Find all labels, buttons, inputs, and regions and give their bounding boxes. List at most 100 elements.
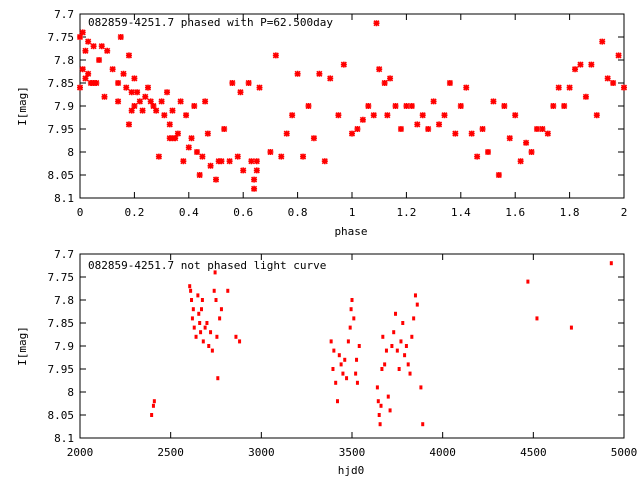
data-point-phased (588, 61, 595, 68)
data-point-unphased (215, 334, 219, 339)
x-tick-label-phased: 0.4 (179, 206, 199, 219)
data-point-phased (117, 33, 124, 41)
data-point-unphased (190, 316, 194, 321)
data-point-phased (610, 79, 617, 87)
data-point-unphased (190, 298, 194, 302)
x-axis-label-phased: phase (334, 225, 367, 238)
data-point-unphased (200, 298, 204, 302)
data-point-unphased (341, 371, 345, 376)
data-point-unphased (419, 385, 423, 390)
data-point-unphased (152, 399, 156, 404)
x-tick-label-unphased: 2500 (157, 446, 184, 459)
data-point-phased (620, 84, 628, 91)
data-point-phased (153, 107, 160, 114)
data-point-unphased (343, 357, 347, 362)
data-point-unphased (352, 316, 356, 321)
data-point-phased (204, 130, 211, 137)
data-point-phased (593, 112, 600, 119)
data-point-phased (495, 171, 502, 179)
data-point-phased (79, 66, 86, 73)
data-point-phased (191, 102, 198, 110)
data-point-unphased (412, 316, 416, 321)
data-point-unphased (234, 334, 238, 339)
x-tick-label-phased: 0 (77, 206, 84, 219)
data-point-unphased (238, 339, 242, 344)
data-point-unphased (384, 348, 388, 353)
data-point-unphased (191, 307, 195, 312)
data-point-phased (128, 89, 135, 96)
y-tick-label-unphased: 7.8 (54, 294, 74, 307)
y-axis-label-phased: I[mag] (16, 86, 29, 126)
data-point-phased (435, 121, 443, 128)
data-point-phased (253, 167, 260, 174)
data-point-phased (163, 89, 171, 96)
data-point-unphased (201, 339, 205, 344)
data-points-phased (76, 20, 628, 192)
data-point-unphased (345, 376, 349, 381)
data-point-unphased (397, 367, 401, 371)
data-point-phased (115, 79, 122, 87)
x-tick-label-unphased: 2000 (67, 446, 94, 459)
x-tick-label-unphased: 4000 (429, 446, 456, 459)
y-axis-label-unphased: I[mag] (16, 326, 29, 366)
data-point-unphased (212, 288, 216, 293)
data-point-phased (599, 38, 606, 45)
data-point-phased (528, 148, 535, 156)
data-point-phased (76, 84, 84, 91)
data-point-phased (95, 56, 103, 64)
data-point-phased (452, 130, 459, 137)
data-point-unphased (199, 330, 203, 335)
data-point-unphased (375, 385, 379, 390)
data-point-unphased (188, 284, 192, 289)
data-point-unphased (331, 367, 335, 371)
y-tick-label-phased: 7.95 (48, 123, 75, 136)
data-point-unphased (346, 339, 350, 344)
data-point-phased (185, 144, 192, 151)
data-point-phased (501, 102, 508, 110)
data-point-phased (384, 112, 391, 119)
data-point-phased (142, 93, 149, 100)
data-point-phased (604, 75, 611, 82)
data-point-phased (245, 79, 252, 87)
y-tick-label-phased: 8.05 (48, 169, 75, 182)
data-point-phased (327, 75, 334, 82)
data-point-phased (150, 102, 157, 110)
data-point-phased (512, 112, 519, 119)
data-point-unphased (386, 394, 390, 399)
data-point-phased (397, 125, 405, 133)
data-point-phased (82, 47, 89, 54)
x-tick-label-phased: 0.6 (233, 206, 253, 219)
data-point-phased (299, 153, 307, 160)
data-point-unphased (390, 344, 394, 348)
data-point-unphased (403, 353, 407, 358)
y-tick-label-unphased: 7.7 (54, 248, 74, 261)
data-point-phased (430, 98, 437, 105)
data-point-phased (196, 171, 203, 179)
data-point-phased (468, 130, 475, 137)
data-point-phased (183, 112, 190, 119)
y-tick-label-unphased: 7.95 (48, 363, 75, 376)
data-point-phased (335, 112, 342, 119)
data-point-phased (414, 121, 421, 128)
x-tick-label-unphased: 4500 (520, 446, 547, 459)
x-axis-label-unphased: hjd0 (338, 464, 365, 477)
data-point-phased (253, 158, 260, 165)
data-point-phased (207, 162, 214, 169)
data-point-phased (373, 20, 380, 27)
data-point-phased (354, 125, 361, 133)
data-point-unphased (410, 334, 414, 339)
tick-group-unphased: 2000 2500 3000 3500 4000 4500 5000 7.7 7.75 7.8 7.… (48, 248, 638, 459)
data-point-phased (134, 89, 141, 96)
data-point-unphased (339, 362, 343, 367)
data-point-phased (125, 121, 133, 128)
data-point-phased (310, 135, 317, 142)
data-point-unphased (205, 321, 209, 325)
data-point-unphased (378, 422, 382, 427)
data-point-phased (425, 125, 432, 133)
data-point-unphased (349, 307, 353, 312)
data-point-phased (155, 153, 162, 160)
data-point-phased (555, 84, 562, 91)
data-point-phased (316, 70, 323, 77)
data-point-phased (193, 148, 201, 156)
